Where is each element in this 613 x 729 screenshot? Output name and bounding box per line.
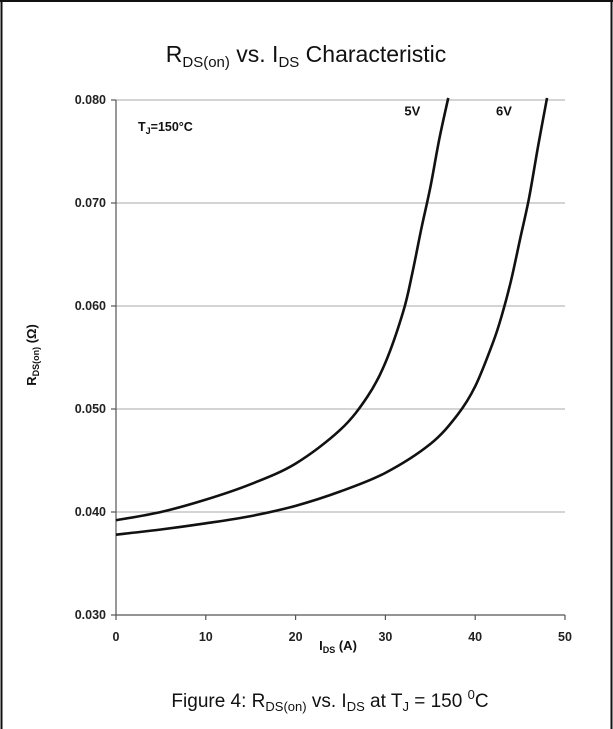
series-lines: [115, 97, 549, 536]
y-tick-label: 0.040: [75, 505, 106, 519]
x-tick-label: 30: [378, 630, 392, 644]
y-tick-label: 0.060: [75, 299, 106, 313]
x-tick-label: 10: [199, 630, 213, 644]
y-tick-label: 0.030: [75, 608, 106, 622]
series-line-5v: [115, 97, 450, 522]
axes: [115, 100, 566, 620]
x-tick-label: 20: [289, 630, 303, 644]
y-tick-label: 0.070: [75, 196, 106, 210]
series-label-6v: 6V: [496, 103, 512, 118]
x-tick-labels: 0 10 20 30 40 50: [113, 630, 572, 644]
chart-title: RDS(on) vs. IDS Characteristic: [166, 41, 447, 71]
series-line-6v: [115, 97, 549, 536]
temperature-note: TJ=150°C: [138, 120, 193, 136]
x-tick-label: 50: [558, 630, 572, 644]
y-tick-label: 0.050: [75, 402, 106, 416]
y-tick-labels: 0.030 0.040 0.050 0.060 0.070 0.080: [75, 93, 106, 622]
x-tick-label: 40: [468, 630, 482, 644]
y-tick-label: 0.080: [75, 93, 106, 107]
x-tick-label: 0: [113, 630, 120, 644]
gridlines: [111, 99, 565, 616]
series-label-5v: 5V: [404, 103, 420, 118]
figure-caption: Figure 4: RDS(on) vs. IDS at TJ = 150 0C: [171, 687, 488, 714]
x-axis-label: IDS (A): [319, 638, 357, 655]
series-labels: 5V 6V: [404, 103, 512, 118]
y-axis-label: RDS(on) (Ω): [24, 324, 41, 386]
